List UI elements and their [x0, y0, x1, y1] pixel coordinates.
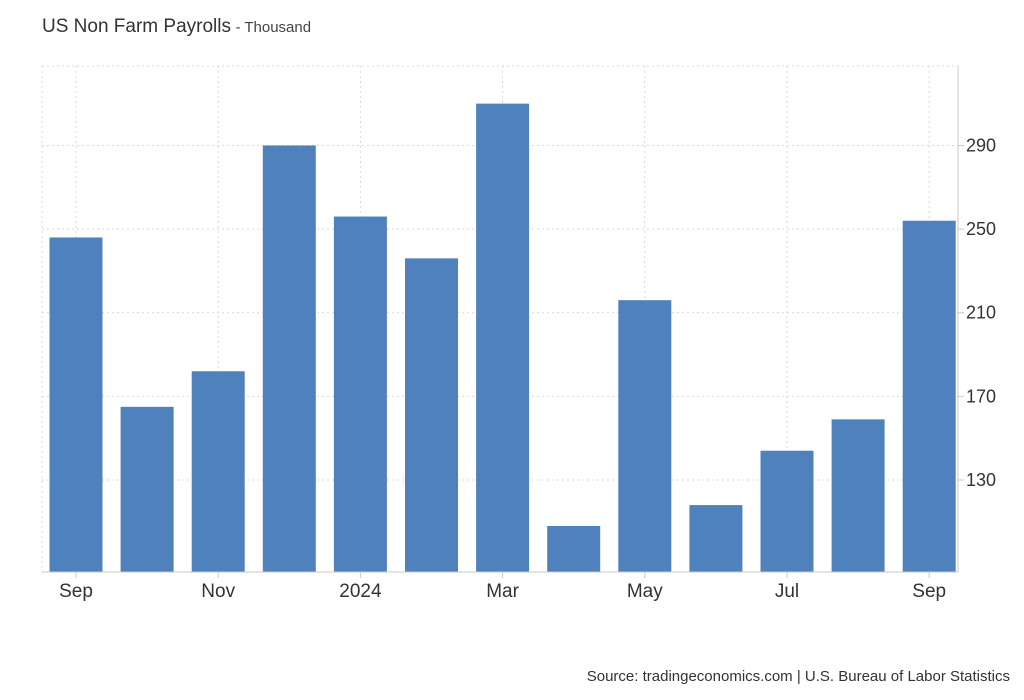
x-tick-label-0: Sep	[59, 581, 93, 602]
x-tick-label-8: May	[627, 581, 663, 602]
y-tick-label-170: 170	[966, 386, 996, 406]
chart-subtitle: - Thousand	[235, 19, 312, 36]
bars	[49, 103, 956, 573]
bar-10	[760, 450, 814, 572]
bar-11	[831, 419, 885, 572]
bar-0	[49, 237, 103, 573]
y-tick-label-290: 290	[966, 135, 996, 155]
bar-5	[405, 258, 458, 572]
bar-6	[476, 103, 530, 573]
source-credit: Source: tradingeconomics.com | U.S. Bure…	[586, 668, 1010, 685]
chart-title-text: US Non Farm Payrolls	[42, 16, 231, 37]
x-tick-label-4: 2024	[339, 581, 382, 602]
bar-9	[689, 505, 743, 572]
x-tick-label-12: Sep	[912, 581, 946, 602]
y-tick-label-250: 250	[966, 219, 996, 239]
bar-2	[191, 371, 245, 572]
bar-1	[120, 406, 174, 572]
bar-12	[902, 220, 956, 572]
x-tick-label-2: Nov	[201, 581, 235, 602]
y-tick-label-210: 210	[966, 303, 996, 323]
bar-8	[618, 300, 672, 572]
x-tick-label-10: Jul	[775, 581, 799, 602]
chart-title: US Non Farm Payrolls - Thousand	[42, 16, 311, 38]
x-tick-label-6: Mar	[486, 581, 519, 602]
bar-7	[547, 526, 601, 572]
bar-chart: 130 170 210 250 290 Sep Nov 2024 Mar May Jul Sep	[41, 65, 996, 602]
tick-labels: 130 170 210 250 290 Sep Nov 2024 Mar May Jul Sep	[59, 135, 996, 602]
y-tick-label-130: 130	[966, 470, 996, 490]
bar-4	[333, 216, 387, 572]
bar-3	[262, 145, 316, 573]
axes	[42, 66, 964, 578]
